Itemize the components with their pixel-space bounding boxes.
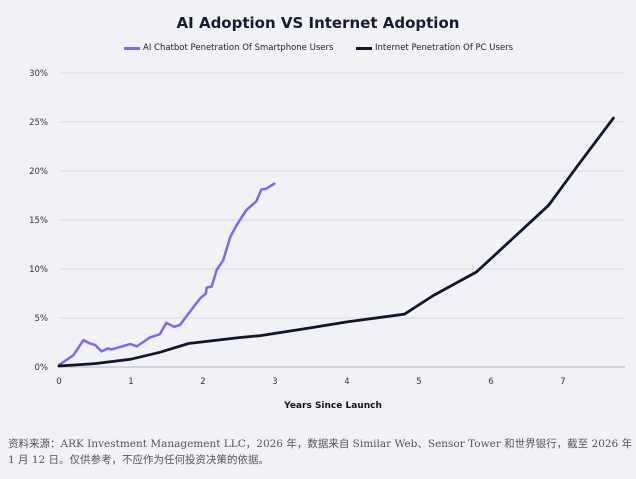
legend-label-internet: Internet Penetration Of PC Users	[375, 43, 514, 53]
y-tick-label: 15%	[29, 216, 48, 226]
x-tick-label: 2	[200, 377, 205, 387]
source-note: 资料来源：ARK Investment Management LLC，2026 …	[8, 438, 633, 466]
y-tick-label: 20%	[29, 167, 48, 177]
x-tick-label: 6	[488, 377, 493, 387]
x-tick-label: 1	[128, 377, 133, 387]
series-ai-chatbot-line	[57, 182, 276, 367]
legend-swatch-internet	[356, 46, 372, 50]
series-internet-line	[57, 116, 615, 368]
legend-label-ai: AI Chatbot Penetration Of Smartphone Use…	[143, 43, 334, 53]
x-tick-label: 5	[416, 377, 421, 387]
x-tick-label: 7	[560, 377, 565, 387]
y-tick-label: 30%	[29, 69, 48, 79]
legend-item-internet: Internet Penetration Of PC Users	[356, 43, 513, 53]
line-chart: 0% 5% 10% 15% 20% 25% 30% 0 1 2 3 4 5 6 7 Years Since …	[29, 69, 625, 411]
chart-title: AI Adoption VS Internet Adoption	[176, 14, 460, 32]
y-tick-label: 25%	[29, 118, 48, 128]
y-tick-label: 0%	[35, 363, 49, 373]
legend-item-ai: AI Chatbot Penetration Of Smartphone Use…	[124, 43, 333, 53]
x-tick-label: 0	[56, 377, 61, 387]
legend-swatch-ai	[124, 46, 140, 50]
y-tick-label: 5%	[35, 314, 49, 324]
y-tick-label: 10%	[29, 265, 48, 275]
x-tick-label: 3	[272, 377, 277, 387]
x-tick-label: 4	[344, 377, 349, 387]
x-axis-label: Years Since Launch	[283, 401, 382, 411]
